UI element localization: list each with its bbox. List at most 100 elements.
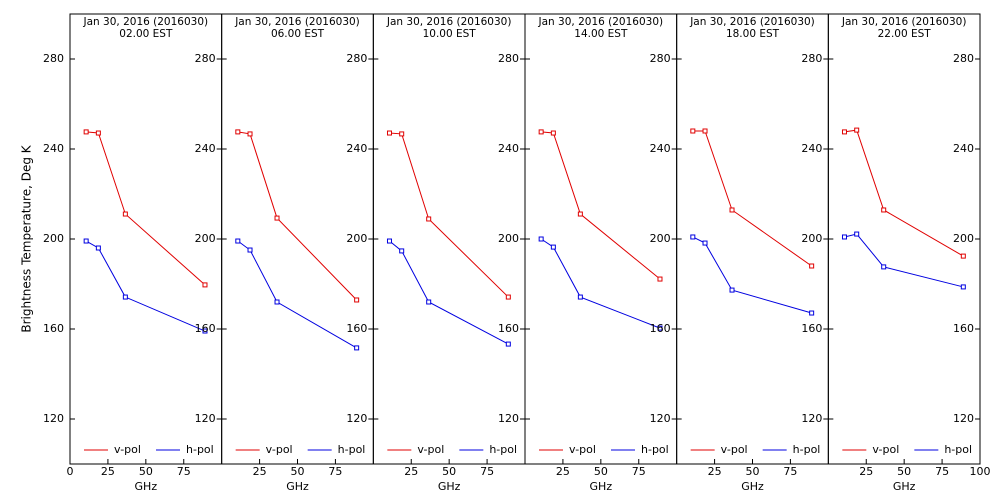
x-axis-label: GHz xyxy=(286,480,309,493)
x-tick-label: 25 xyxy=(404,465,418,478)
marker xyxy=(247,247,253,253)
y-tick-label: 160 xyxy=(43,322,64,335)
y-tick-label: 280 xyxy=(650,52,671,65)
marker xyxy=(426,299,432,305)
y-tick-label: 240 xyxy=(498,142,519,155)
marker xyxy=(122,294,128,300)
marker xyxy=(550,130,556,136)
legend-label: h-pol xyxy=(641,443,669,456)
marker xyxy=(657,325,663,331)
legend-label: v-pol xyxy=(114,443,141,456)
x-tick-label: 0 xyxy=(67,465,74,478)
marker xyxy=(399,248,405,254)
marker xyxy=(247,131,253,137)
y-tick-label: 120 xyxy=(650,412,671,425)
y-tick-label: 280 xyxy=(953,52,974,65)
x-tick-label: 25 xyxy=(556,465,570,478)
marker xyxy=(202,328,208,334)
marker xyxy=(550,244,556,250)
x-tick-label: 25 xyxy=(101,465,115,478)
marker xyxy=(577,211,583,217)
line xyxy=(844,233,964,288)
panel-subtitle: 18.00 EST xyxy=(726,28,780,40)
x-tick-label: 75 xyxy=(935,465,949,478)
panel-subtitle: 10.00 EST xyxy=(423,28,477,40)
x-tick-label: 50 xyxy=(291,465,305,478)
marker xyxy=(505,341,511,347)
marker xyxy=(354,297,360,303)
panel-title: Jan 30, 2016 (2016030) xyxy=(689,16,815,28)
panel-subtitle: 02.00 EST xyxy=(119,28,173,40)
panel-subtitle: 06.00 EST xyxy=(271,28,325,40)
line xyxy=(237,131,358,301)
panel-subtitle: 14.00 EST xyxy=(574,28,628,40)
y-tick-label: 240 xyxy=(43,142,64,155)
x-axis-label: GHz xyxy=(135,480,158,493)
marker xyxy=(841,234,847,240)
line xyxy=(85,240,206,332)
line xyxy=(389,132,509,298)
line xyxy=(540,238,661,329)
y-tick-label: 120 xyxy=(346,412,367,425)
y-tick-label: 120 xyxy=(195,412,216,425)
x-tick-label: 50 xyxy=(442,465,456,478)
y-tick-label: 200 xyxy=(43,232,64,245)
marker xyxy=(881,264,887,270)
marker xyxy=(841,129,847,135)
marker xyxy=(960,253,966,259)
panel-title: Jan 30, 2016 (2016030) xyxy=(538,16,664,28)
panel-title: Jan 30, 2016 (2016030) xyxy=(83,16,209,28)
x-tick-label: 25 xyxy=(859,465,873,478)
x-tick-label: 75 xyxy=(480,465,494,478)
y-tick-label: 240 xyxy=(953,142,974,155)
marker xyxy=(657,276,663,282)
legend-label: h-pol xyxy=(489,443,517,456)
x-tick-label: 75 xyxy=(177,465,191,478)
y-tick-label: 200 xyxy=(953,232,974,245)
marker xyxy=(690,128,696,134)
x-axis-label: GHz xyxy=(893,480,916,493)
legend-label: v-pol xyxy=(569,443,596,456)
marker xyxy=(538,236,544,242)
marker xyxy=(274,215,280,221)
marker xyxy=(505,294,511,300)
x-axis-label: GHz xyxy=(590,480,613,493)
x-tick-label: 50 xyxy=(746,465,760,478)
y-tick-label: 120 xyxy=(43,412,64,425)
line xyxy=(692,130,812,267)
marker xyxy=(83,129,89,135)
y-tick-label: 120 xyxy=(498,412,519,425)
marker xyxy=(95,130,101,136)
y-tick-label: 280 xyxy=(801,52,822,65)
y-tick-label: 160 xyxy=(346,322,367,335)
marker xyxy=(960,284,966,290)
y-tick-label: 280 xyxy=(346,52,367,65)
y-tick-label: 200 xyxy=(498,232,519,245)
marker xyxy=(95,245,101,251)
panel-title: Jan 30, 2016 (2016030) xyxy=(234,16,360,28)
legend-label: h-pol xyxy=(186,443,214,456)
y-tick-label: 160 xyxy=(801,322,822,335)
x-axis-label: GHz xyxy=(438,480,461,493)
legend-label: v-pol xyxy=(721,443,748,456)
panel-title: Jan 30, 2016 (2016030) xyxy=(841,16,967,28)
marker xyxy=(702,128,708,134)
marker xyxy=(809,310,815,316)
marker xyxy=(577,294,583,300)
line xyxy=(237,240,357,349)
x-tick-label: 100 xyxy=(970,465,991,478)
y-tick-label: 200 xyxy=(801,232,822,245)
marker xyxy=(809,263,815,269)
legend-label: v-pol xyxy=(872,443,899,456)
y-tick-label: 240 xyxy=(801,142,822,155)
line xyxy=(541,131,661,280)
legend-label: v-pol xyxy=(266,443,293,456)
y-tick-label: 280 xyxy=(498,52,519,65)
x-tick-label: 50 xyxy=(594,465,608,478)
y-tick-label: 160 xyxy=(195,322,216,335)
y-tick-label: 280 xyxy=(195,52,216,65)
x-tick-label: 75 xyxy=(328,465,342,478)
line xyxy=(692,236,812,314)
x-tick-label: 75 xyxy=(783,465,797,478)
y-tick-label: 200 xyxy=(650,232,671,245)
